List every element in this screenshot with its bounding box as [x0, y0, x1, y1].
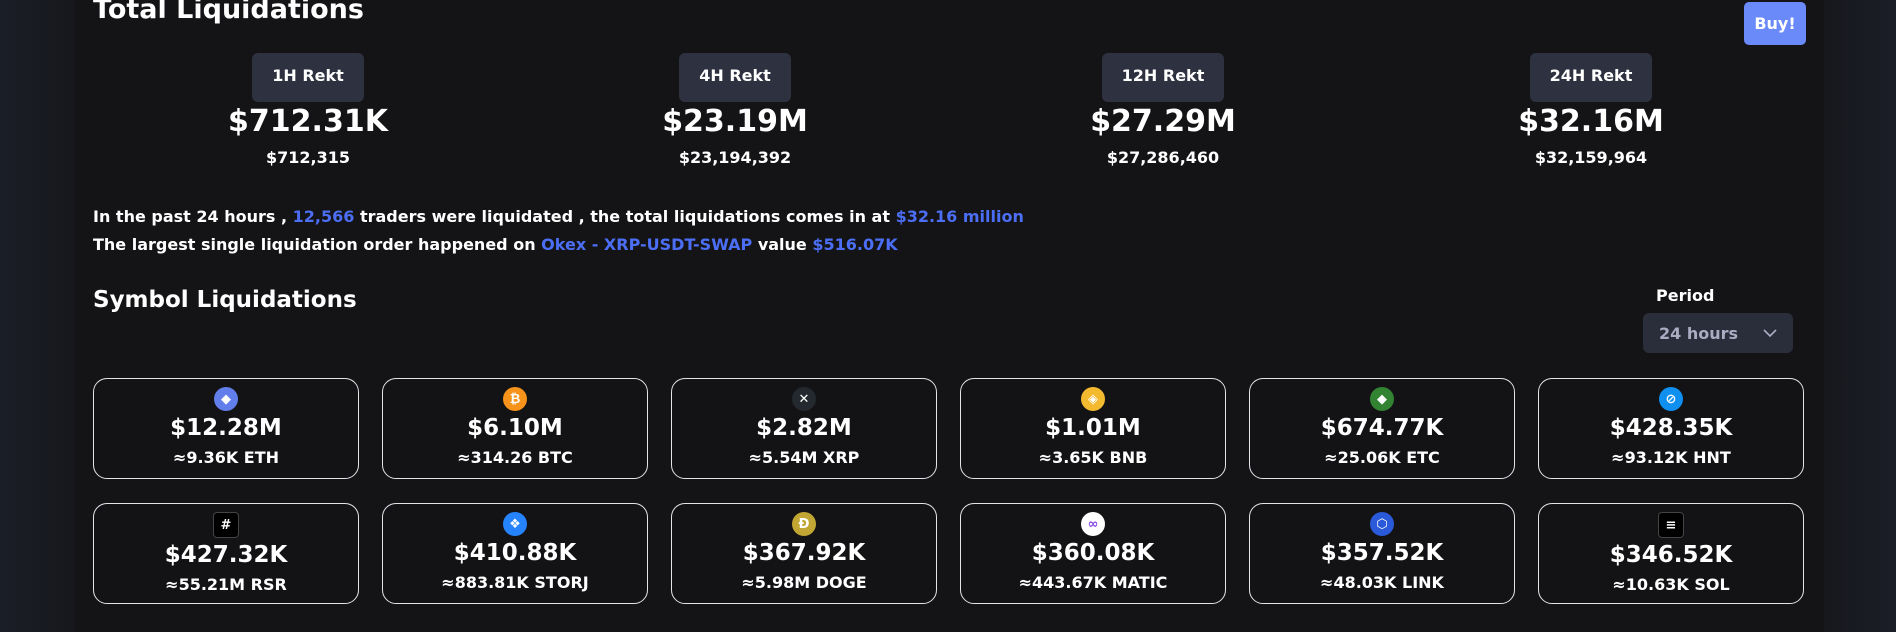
card-value: $674.77K	[1320, 415, 1444, 441]
stat-24h: 24H Rekt $32.16M $32,159,964	[1441, 53, 1741, 167]
period-value: 24 hours	[1659, 323, 1739, 343]
summary-text: value	[757, 235, 807, 254]
card-amount: ≈5.54M XRP	[748, 448, 860, 467]
sol-icon: ≡	[1658, 512, 1684, 538]
stat-exact: $712,315	[265, 148, 350, 167]
summary-text: In the past 24 hours ,	[93, 207, 288, 226]
symbol-card[interactable]: ✕ $2.82M ≈5.54M XRP	[671, 378, 937, 479]
eth-icon: ◆	[214, 387, 238, 411]
xrp-icon: ✕	[792, 387, 816, 411]
buy-button[interactable]: Buy!	[1744, 2, 1806, 45]
card-value: $12.28M	[170, 415, 282, 441]
card-amount: ≈25.06K ETC	[1324, 448, 1440, 467]
card-value: $428.35K	[1609, 415, 1733, 441]
stat-12h: 12H Rekt $27.29M $27,286,460	[1013, 53, 1313, 167]
stat-badge[interactable]: 12H Rekt	[1101, 53, 1225, 102]
period-select[interactable]: 24 hours	[1643, 313, 1793, 353]
symbol-card[interactable]: ◆ $12.28M ≈9.36K ETH	[93, 378, 359, 479]
symbol-card[interactable]: ≡ $346.52K ≈10.63K SOL	[1538, 503, 1804, 604]
period-label: Period	[1656, 286, 1715, 305]
card-amount: ≈883.81K STORJ	[441, 573, 589, 592]
card-amount: ≈443.67K MATIC	[1018, 573, 1168, 592]
stat-badge[interactable]: 4H Rekt	[679, 53, 791, 102]
card-amount: ≈48.03K LINK	[1320, 573, 1444, 592]
stat-exact: $32,159,964	[1534, 148, 1648, 167]
card-amount: ≈314.26 BTC	[457, 448, 573, 467]
doge-icon: Ð	[792, 512, 816, 536]
stat-badge[interactable]: 24H Rekt	[1529, 53, 1653, 102]
symbol-card[interactable]: ◈ $1.01M ≈3.65K BNB	[960, 378, 1226, 479]
page-title: Total Liquidations	[93, 0, 364, 25]
largest-order-value: $516.07K	[812, 235, 898, 254]
btc-icon: ₿	[503, 387, 527, 411]
stat-amount: $23.19M	[662, 104, 808, 139]
largest-order-link[interactable]: Okex - XRP-USDT-SWAP	[541, 235, 753, 254]
card-value: $346.52K	[1609, 542, 1733, 568]
card-amount: ≈9.36K ETH	[172, 448, 280, 467]
symbol-card[interactable]: Ð $367.92K ≈5.98M DOGE	[671, 503, 937, 604]
card-amount: ≈3.65K BNB	[1038, 448, 1148, 467]
stat-amount: $32.16M	[1518, 104, 1664, 139]
bnb-icon: ◈	[1081, 387, 1105, 411]
card-value: $357.52K	[1320, 540, 1444, 566]
card-value: $360.08K	[1031, 540, 1155, 566]
symbol-card[interactable]: ∞ $360.08K ≈443.67K MATIC	[960, 503, 1226, 604]
symbol-card[interactable]: ◆ $674.77K ≈25.06K ETC	[1249, 378, 1515, 479]
card-amount: ≈5.98M DOGE	[741, 573, 867, 592]
card-value: $6.10M	[467, 415, 563, 441]
card-amount: ≈10.63K SOL	[1612, 575, 1730, 594]
summary-text: The largest single liquidation order hap…	[93, 235, 536, 254]
symbol-card[interactable]: ₿ $6.10M ≈314.26 BTC	[382, 378, 648, 479]
symbol-card[interactable]: ⬡ $357.52K ≈48.03K LINK	[1249, 503, 1515, 604]
etc-icon: ◆	[1370, 387, 1394, 411]
stat-amount: $712.31K	[228, 104, 388, 139]
storj-icon: ❖	[503, 512, 527, 536]
summary-line-2: The largest single liquidation order hap…	[93, 235, 898, 254]
summary-text: traders were liquidated , the total liqu…	[359, 207, 890, 226]
stat-amount: $27.29M	[1090, 104, 1236, 139]
traders-count: 12,566	[292, 207, 355, 226]
card-value: $410.88K	[453, 540, 577, 566]
section-title: Symbol Liquidations	[93, 287, 357, 313]
card-value: $1.01M	[1045, 415, 1141, 441]
stat-badge[interactable]: 1H Rekt	[252, 53, 364, 102]
link-icon: ⬡	[1370, 512, 1394, 536]
main-panel	[75, 0, 1824, 632]
card-value: $367.92K	[742, 540, 866, 566]
stat-exact: $23,194,392	[678, 148, 792, 167]
summary-line-1: In the past 24 hours , 12,566 traders we…	[93, 207, 1024, 226]
stat-1h: 1H Rekt $712.31K $712,315	[158, 53, 458, 167]
rsr-icon: #	[213, 512, 239, 538]
total-liquidations: $32.16 million	[895, 207, 1024, 226]
hnt-icon: ⊘	[1659, 387, 1683, 411]
symbol-card[interactable]: # $427.32K ≈55.21M RSR	[93, 503, 359, 604]
chevron-down-icon	[1763, 328, 1777, 337]
card-value: $2.82M	[756, 415, 852, 441]
card-amount: ≈93.12K HNT	[1611, 448, 1731, 467]
stat-exact: $27,286,460	[1106, 148, 1220, 167]
symbol-card[interactable]: ❖ $410.88K ≈883.81K STORJ	[382, 503, 648, 604]
matic-icon: ∞	[1081, 512, 1105, 536]
card-value: $427.32K	[164, 542, 288, 568]
stat-4h: 4H Rekt $23.19M $23,194,392	[585, 53, 885, 167]
card-amount: ≈55.21M RSR	[165, 575, 287, 594]
symbol-card[interactable]: ⊘ $428.35K ≈93.12K HNT	[1538, 378, 1804, 479]
